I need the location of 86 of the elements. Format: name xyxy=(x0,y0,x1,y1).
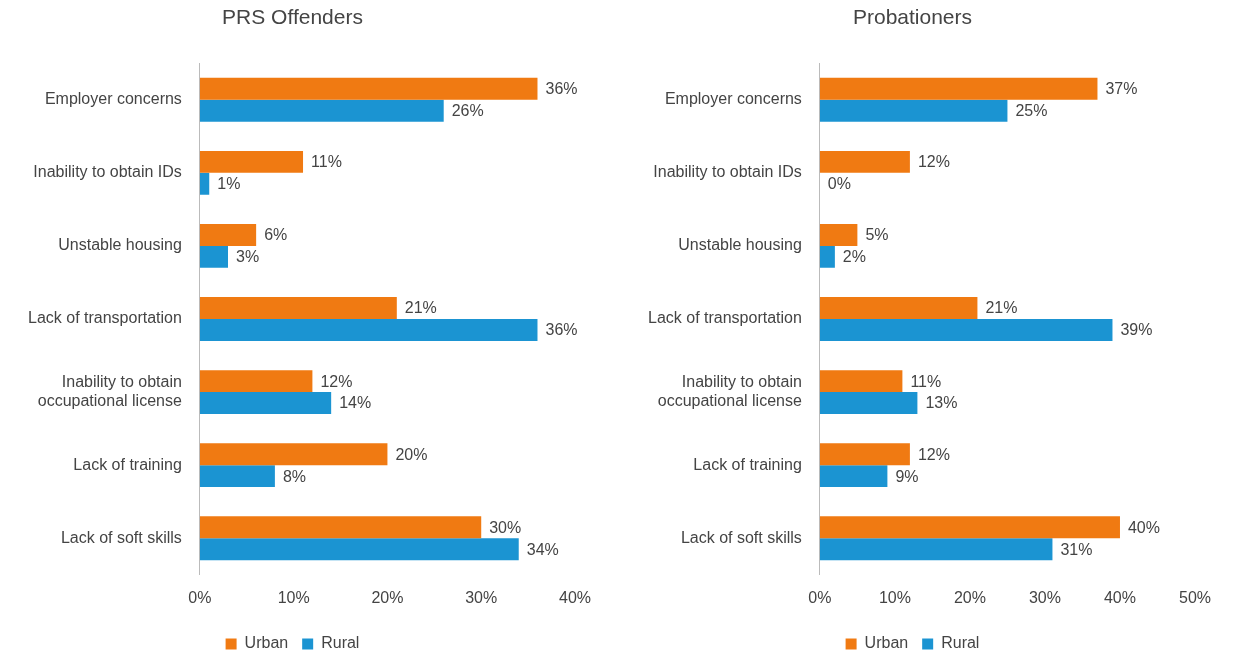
bar xyxy=(819,443,910,466)
data-label: 26% xyxy=(451,102,484,120)
data-label: 12% xyxy=(917,445,950,463)
y-tick-label: Lack of soft skills xyxy=(60,528,182,546)
bar xyxy=(199,99,444,122)
legend-label: Rural xyxy=(321,634,360,652)
y-tick-label: Unstable housing xyxy=(678,236,802,254)
bar xyxy=(819,99,1008,122)
data-label: 31% xyxy=(1060,540,1093,558)
legend-label: Urban xyxy=(244,634,289,652)
y-tick-label: Employer concerns xyxy=(44,90,182,108)
data-label: 34% xyxy=(526,540,559,558)
data-label: 14% xyxy=(339,394,372,412)
data-label: 8% xyxy=(282,467,307,485)
y-tick-label: Inability to obtain occupational license xyxy=(37,372,182,410)
data-label: 12% xyxy=(320,372,353,390)
bar xyxy=(199,172,210,195)
data-label: 5% xyxy=(865,226,889,244)
chart-title: PRS Offenders xyxy=(222,5,363,29)
x-tick-label: 10% xyxy=(878,588,911,606)
y-tick-label: Inability to obtain occupational license xyxy=(657,372,802,410)
data-label: 3% xyxy=(236,248,260,266)
bar xyxy=(819,223,858,246)
x-tick-label: 0% xyxy=(188,588,212,606)
legend-label: Rural xyxy=(941,634,980,652)
chart-title: Probationers xyxy=(852,5,973,29)
x-tick-label: 10% xyxy=(277,588,310,606)
x-tick-label: 40% xyxy=(558,588,592,606)
bar xyxy=(819,297,978,319)
y-tick-label: Lack of training xyxy=(693,455,802,473)
data-label: 25% xyxy=(1015,102,1048,120)
bar xyxy=(199,223,257,246)
data-label: 0% xyxy=(827,175,851,193)
bar xyxy=(819,150,910,173)
y-tick-label: Inability to obtain IDs xyxy=(33,163,182,181)
x-tick-label: 20% xyxy=(371,588,404,606)
bar xyxy=(199,77,538,100)
data-label: 37% xyxy=(1105,80,1138,98)
bar xyxy=(199,538,519,561)
y-tick-label: Lack of transportation xyxy=(27,309,182,327)
y-tick-label: Lack of transportation xyxy=(647,309,802,327)
x-tick-label: 20% xyxy=(953,588,986,606)
data-label: 21% xyxy=(404,299,437,317)
data-label: 12% xyxy=(917,153,950,171)
bar xyxy=(819,516,1120,539)
bar xyxy=(819,392,918,415)
data-label: 1% xyxy=(217,175,241,193)
bar xyxy=(819,319,1113,341)
data-label: 36% xyxy=(545,321,578,339)
bar xyxy=(819,77,1098,100)
data-label: 9% xyxy=(895,467,919,485)
bar xyxy=(199,516,482,539)
bar xyxy=(819,538,1053,561)
y-tick-label: Unstable housing xyxy=(58,236,182,254)
x-tick-label: 40% xyxy=(1103,588,1136,606)
legend-label: Urban xyxy=(864,634,909,652)
data-label: 40% xyxy=(1127,518,1160,536)
data-label: 13% xyxy=(925,394,958,412)
data-label: 11% xyxy=(311,153,342,171)
bar xyxy=(199,443,388,466)
data-label: 39% xyxy=(1120,321,1153,339)
x-tick-label: 50% xyxy=(1178,588,1212,606)
bar xyxy=(199,150,304,173)
y-tick-label: Lack of training xyxy=(73,455,182,473)
data-label: 30% xyxy=(489,518,522,536)
bar xyxy=(199,370,313,393)
bar xyxy=(199,319,538,341)
data-label: 2% xyxy=(842,248,866,266)
y-tick-label: Lack of soft skills xyxy=(680,528,802,546)
y-tick-label: Employer concerns xyxy=(664,90,802,108)
x-tick-label: 30% xyxy=(465,588,498,606)
data-label: 36% xyxy=(545,80,578,98)
y-tick-label: Inability to obtain IDs xyxy=(653,163,802,181)
bar xyxy=(819,465,888,488)
data-label: 6% xyxy=(264,226,288,244)
bar xyxy=(819,370,903,393)
data-label: 21% xyxy=(985,299,1018,317)
bar xyxy=(199,245,228,268)
data-label: 11% xyxy=(910,372,942,390)
bar xyxy=(819,245,835,268)
data-label: 20% xyxy=(395,445,428,463)
bar xyxy=(199,465,275,488)
x-tick-label: 30% xyxy=(1028,588,1061,606)
bar xyxy=(199,392,332,415)
x-tick-label: 0% xyxy=(808,588,832,606)
bar xyxy=(199,297,397,319)
